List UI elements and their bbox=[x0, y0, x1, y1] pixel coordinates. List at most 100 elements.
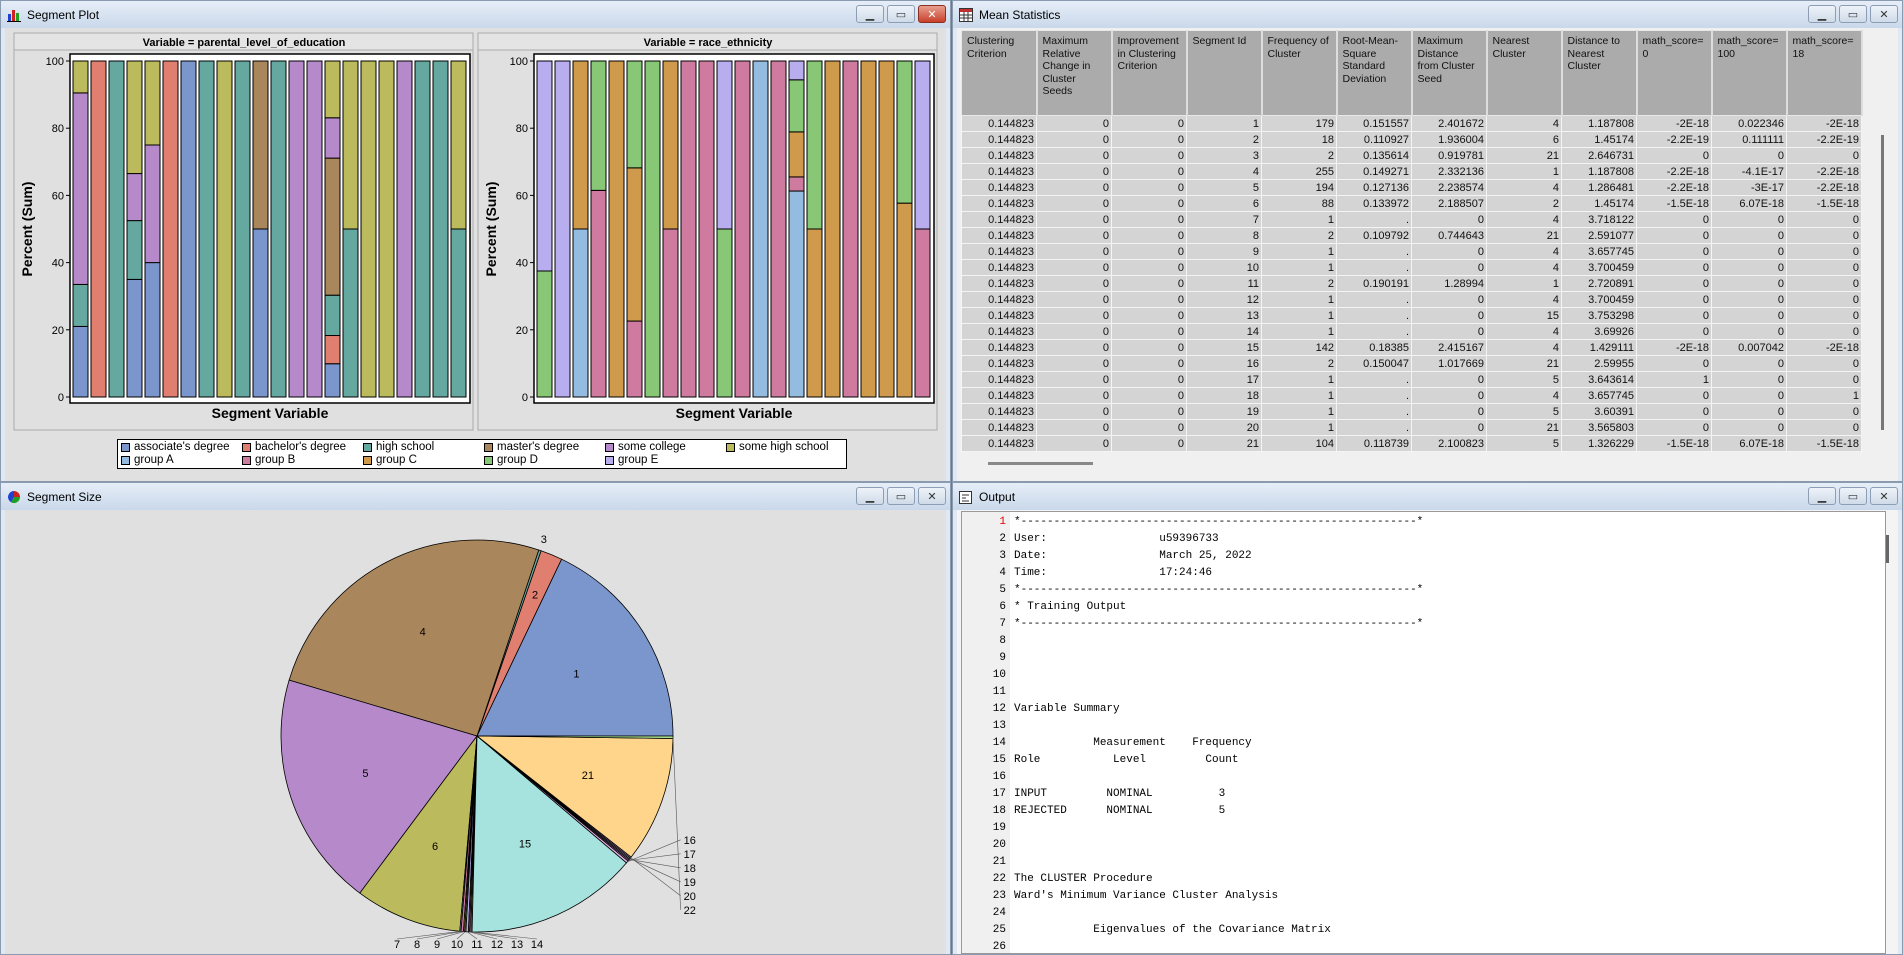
vertical-scrollbar[interactable] bbox=[1886, 535, 1889, 563]
title-bar[interactable]: Mean Statistics ▁ ▭ ✕ bbox=[953, 1, 1902, 28]
table-row[interactable]: 0.144823 0 0 12 1. 0 4 3.700459 0 0 0 bbox=[961, 291, 1862, 308]
table-cell: 0.744643 bbox=[1411, 227, 1487, 244]
bar-segment bbox=[626, 167, 643, 322]
minimize-button[interactable]: ▁ bbox=[1808, 487, 1836, 505]
close-button[interactable]: ✕ bbox=[1870, 487, 1898, 505]
table-cell: 4 bbox=[1486, 179, 1562, 196]
table-cell: 15 bbox=[1186, 339, 1262, 356]
table-row[interactable]: 0.144823 0 0 18 1. 0 4 3.657745 0 0 1 bbox=[961, 387, 1862, 404]
table-cell: 0 bbox=[1786, 211, 1862, 228]
column-header[interactable]: math_score= 0 bbox=[1636, 30, 1713, 116]
table-row[interactable]: 0.144823 0 0 1 179 0.151557 2.401672 4 1.187808-… bbox=[961, 115, 1862, 132]
pie-slice bbox=[359, 734, 478, 932]
table-row[interactable]: 0.144823 0 0 15 142 0.18385 2.415167 4 1.429111-… bbox=[961, 339, 1862, 356]
table-row[interactable]: 0.144823 0 0 20 1. 0 21 3.565803 0 0 0 bbox=[961, 419, 1862, 436]
table-cell: 16 bbox=[1186, 355, 1262, 372]
legend-item: group D bbox=[484, 454, 605, 467]
close-button[interactable]: ✕ bbox=[918, 5, 946, 23]
table-cell: 20 bbox=[1186, 419, 1262, 436]
table-cell: 0 bbox=[1111, 435, 1187, 452]
minimize-button[interactable]: ▁ bbox=[856, 487, 884, 505]
table-cell: 0 bbox=[1411, 243, 1487, 260]
minimize-button[interactable]: ▁ bbox=[1808, 5, 1836, 23]
table-cell: 0 bbox=[1786, 291, 1862, 308]
column-header[interactable]: Distance to Nearest Cluster bbox=[1561, 30, 1638, 116]
close-button[interactable]: ✕ bbox=[1870, 5, 1898, 23]
table-cell: 0 bbox=[1711, 307, 1787, 324]
table-row[interactable]: 0.144823 0 0 6 88 0.133972 2.188507 2 1.45174 -1.… bbox=[961, 195, 1862, 212]
y-axis-label: Percent (Sum) bbox=[19, 182, 35, 277]
line-number: 2 bbox=[999, 533, 1006, 545]
column-header[interactable]: Frequency of Cluster bbox=[1261, 30, 1338, 116]
column-header[interactable]: Maximum Relative Change in Cluster Seeds bbox=[1036, 30, 1113, 116]
table-row[interactable]: 0.144823 0 0 11 2 0.190191 1.28994 1 2.720891 0 0 0 bbox=[961, 275, 1862, 292]
horizontal-scrollbar[interactable] bbox=[988, 462, 1093, 465]
table-row[interactable]: 0.144823 0 0 3 2 0.135614 0.919781 21 2.646731 0 0… bbox=[961, 147, 1862, 164]
table-cell: 0 bbox=[1786, 403, 1862, 420]
table-cell: 0.919781 bbox=[1411, 147, 1487, 164]
table-row[interactable]: 0.144823 0 0 8 2 0.109792 0.744643 21 2.591077 0 0… bbox=[961, 227, 1862, 244]
table-row[interactable]: 0.144823 0 0 9 1. 0 4 3.657745 0 0 0 bbox=[961, 243, 1862, 260]
chart-panel-0: Variable = parental_level_of_education 0 2… bbox=[13, 32, 474, 431]
table-row[interactable]: 0.144823 0 0 7 1. 0 4 3.718122 0 0 0 bbox=[961, 211, 1862, 228]
table-row[interactable]: 0.144823 0 0 4 255 0.149271 2.332136 1 1.187808-… bbox=[961, 163, 1862, 180]
table-row[interactable]: 0.144823 0 0 5 194 0.127136 2.238574 4 1.286481-… bbox=[961, 179, 1862, 196]
title-bar[interactable]: Segment Plot ▁ ▭ ✕ bbox=[1, 1, 950, 28]
column-header[interactable]: Root-Mean-Square Standard Deviation bbox=[1336, 30, 1413, 116]
line-number: 16 bbox=[992, 771, 1006, 783]
table-cell: 21 bbox=[1186, 435, 1262, 452]
output-line: Eigenvalues of the Covariance Matrix bbox=[1014, 924, 1331, 936]
bar-segment bbox=[324, 117, 341, 159]
bar-segment bbox=[914, 228, 931, 398]
pie-leader-line bbox=[436, 931, 465, 940]
column-header[interactable]: Maximum Distance from Cluster Seed bbox=[1411, 30, 1488, 116]
table-cell: 0 bbox=[1036, 307, 1112, 324]
table-cell: . bbox=[1336, 403, 1412, 420]
title-bar[interactable]: Segment Size ▁ ▭ ✕ bbox=[1, 483, 950, 510]
table-cell: 2.100823 bbox=[1411, 435, 1487, 452]
table-row[interactable]: 0.144823 0 0 16 2 0.150047 1.017669 21 2.59955 0 0… bbox=[961, 355, 1862, 372]
maximize-button[interactable]: ▭ bbox=[1839, 5, 1867, 23]
y-tick-label: 40 bbox=[52, 258, 64, 270]
table-row[interactable]: 0.144823 0 0 14 1. 0 4 3.69926 0 0 0 bbox=[961, 323, 1862, 340]
table-cell: 0 bbox=[1636, 403, 1712, 420]
table-cell: 0 bbox=[1036, 243, 1112, 260]
table-row[interactable]: 0.144823 0 0 17 1. 0 5 3.643614 1 0 0 bbox=[961, 371, 1862, 388]
table-cell: 15 bbox=[1486, 307, 1562, 324]
output-line: User: u59396733 bbox=[1014, 533, 1219, 545]
column-header[interactable]: Improvement in Clustering Criterion bbox=[1111, 30, 1188, 116]
column-header[interactable]: math_score= 18 bbox=[1786, 30, 1863, 116]
bar-segment bbox=[324, 335, 341, 365]
vertical-scrollbar[interactable] bbox=[1881, 135, 1884, 430]
table-cell: 0 bbox=[1111, 163, 1187, 180]
table-cell: 0 bbox=[1786, 371, 1862, 388]
table-row[interactable]: 0.144823 0 0 2 18 0.110927 1.936004 6 1.45174 -2.… bbox=[961, 131, 1862, 148]
maximize-button[interactable]: ▭ bbox=[887, 5, 915, 23]
table-row[interactable]: 0.144823 0 0 13 1. 0 15 3.753298 0 0 0 bbox=[961, 307, 1862, 324]
column-header[interactable]: Nearest Cluster bbox=[1486, 30, 1563, 116]
maximize-button[interactable]: ▭ bbox=[887, 487, 915, 505]
y-tick-label: 20 bbox=[52, 325, 64, 337]
table-cell: 0.144823 bbox=[961, 371, 1037, 388]
title-bar[interactable]: Output ▁ ▭ ✕ bbox=[953, 483, 1902, 510]
table-cell: 0 bbox=[1786, 307, 1862, 324]
table-row[interactable]: 0.144823 0 0 10 1. 0 4 3.700459 0 0 0 bbox=[961, 259, 1862, 276]
column-header[interactable]: Segment Id bbox=[1186, 30, 1263, 116]
table-cell: 4 bbox=[1486, 115, 1562, 132]
legend-swatch bbox=[484, 443, 493, 452]
pie-leader-line bbox=[629, 858, 681, 883]
minimize-button[interactable]: ▁ bbox=[856, 5, 884, 23]
table-cell: 0 bbox=[1636, 259, 1712, 276]
column-header[interactable]: math_score= 100 bbox=[1711, 30, 1788, 116]
close-button[interactable]: ✕ bbox=[918, 487, 946, 505]
output-text[interactable]: 1 *--------------------------------------… bbox=[961, 511, 1886, 954]
maximize-button[interactable]: ▭ bbox=[1839, 487, 1867, 505]
table-cell: 0 bbox=[1111, 323, 1187, 340]
column-header[interactable]: Clustering Criterion bbox=[961, 30, 1038, 116]
segment-plot-charts: Variable = parental_level_of_education 0 2… bbox=[13, 32, 938, 431]
table-row[interactable]: 0.144823 0 0 19 1. 0 5 3.60391 0 0 0 bbox=[961, 403, 1862, 420]
panel-header bbox=[477, 32, 938, 51]
table-cell: 4 bbox=[1486, 291, 1562, 308]
table-row[interactable]: 0.144823 0 0 21 104 0.118739 2.100823 5 1.326229… bbox=[961, 435, 1862, 452]
pie-label: 19 bbox=[684, 877, 696, 889]
